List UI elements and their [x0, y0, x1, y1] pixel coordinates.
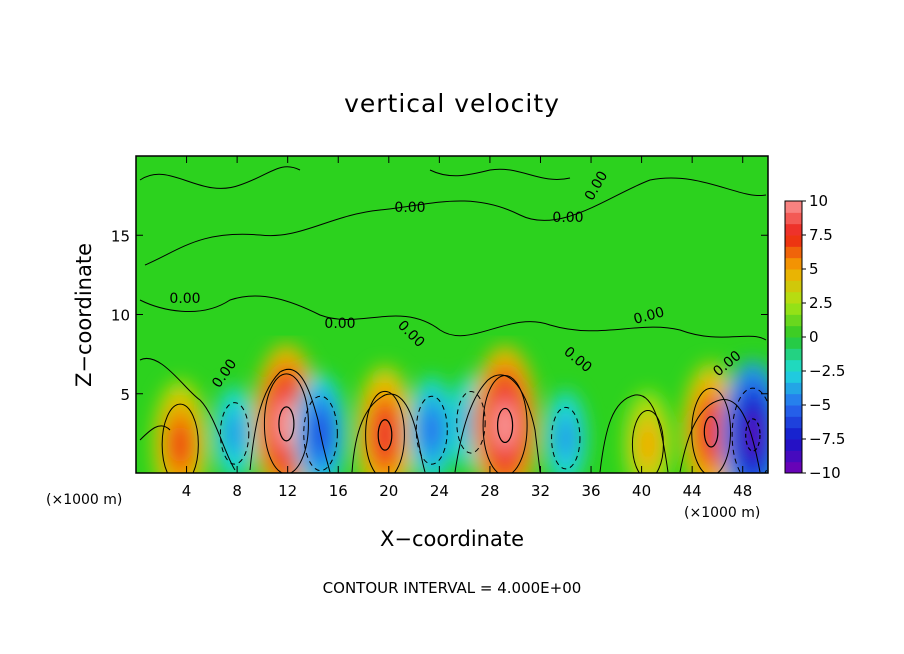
colorbar-block — [785, 246, 802, 259]
negative-contour — [551, 406, 581, 470]
colorbar-tick-label: 5 — [809, 260, 819, 278]
colorbar-block — [785, 359, 802, 372]
chart-title: vertical velocity — [344, 89, 560, 118]
colorbar-block — [785, 416, 802, 429]
x-tick-label: 8 — [232, 482, 242, 500]
colorbar-block — [785, 393, 802, 406]
positive-contour — [496, 407, 514, 444]
velocity-cell — [422, 412, 441, 449]
x-tick-label: 16 — [329, 482, 348, 500]
velocity-cell — [557, 421, 575, 455]
colorbar-block — [785, 450, 802, 463]
negative-contour — [303, 395, 338, 472]
x-tick-label: 44 — [683, 482, 702, 500]
colorbar-block — [785, 223, 802, 236]
positive-contour — [703, 415, 719, 448]
zero-contour — [429, 168, 571, 180]
velocity-cell — [170, 423, 191, 466]
x-tick-label: 12 — [278, 482, 297, 500]
zero-contour — [139, 166, 301, 189]
colorbar-tick-label: 10 — [809, 192, 828, 210]
colorbar-block — [785, 461, 802, 474]
colorbar: 10 7.5 5 2.5 0 −2.5 −5 −7.5 −10 — [784, 192, 845, 482]
plot-area: 0.000.000.000.00 0.000.00 0.000.000.000.00… — [111, 155, 769, 500]
x-tick-label: 40 — [632, 482, 651, 500]
colorbar-block — [785, 439, 802, 451]
contour-interval-note: CONTOUR INTERVAL = 4.000E+00 — [323, 579, 582, 597]
colorbar-block — [785, 427, 802, 440]
colorbar-tick-label: −5 — [809, 396, 831, 414]
contour-label: 0.00 — [169, 291, 200, 307]
negative-contour — [219, 402, 250, 465]
contour-label: 0.00 — [324, 316, 355, 332]
x-tick-label: 20 — [379, 482, 398, 500]
positive-contour — [263, 373, 309, 473]
colorbar-block — [785, 303, 802, 315]
contour-label: 0.00 — [552, 210, 583, 226]
x-tick-label: 28 — [480, 482, 499, 500]
colorbar-tick-label: −7.5 — [809, 430, 845, 448]
colorbar-block — [785, 201, 802, 213]
positive-contour — [691, 387, 732, 473]
colorbar-block — [785, 291, 802, 304]
colorbar-ticks: 10 7.5 5 2.5 0 −2.5 −5 −7.5 −10 — [802, 192, 845, 482]
velocity-cell — [639, 426, 657, 463]
colorbar-block — [785, 269, 802, 281]
colorbar-tick-label: −10 — [809, 464, 841, 482]
zero-contour — [351, 393, 426, 473]
zero-contour — [144, 177, 767, 266]
zero-contour — [599, 394, 669, 473]
x-axis-ticks: 4 8 12 16 20 24 28 32 36 40 44 48 — [182, 156, 752, 500]
contour-label: 0.00 — [394, 200, 425, 216]
colorbar-block — [785, 348, 802, 361]
y-axis-ticks: 5 10 15 — [111, 227, 768, 404]
positive-contour — [161, 403, 199, 473]
positive-contour — [365, 390, 405, 473]
zero-contour — [679, 399, 761, 473]
y-tick-label: 5 — [120, 386, 130, 404]
negative-contour — [731, 387, 768, 473]
velocity-cell — [226, 416, 243, 451]
contour-label: 0.00 — [632, 304, 666, 328]
colorbar-block — [785, 212, 802, 225]
zero-contour — [139, 295, 767, 341]
zero-contour — [139, 357, 236, 471]
negative-contour — [456, 390, 486, 454]
zero-contour — [454, 374, 541, 473]
colorbar-block — [785, 325, 802, 338]
x-tick-label: 24 — [430, 482, 449, 500]
colorbar-block — [785, 371, 802, 383]
colorbar-tick-label: 0 — [809, 328, 819, 346]
x-axis-label: X−coordinate — [380, 527, 524, 551]
y-axis-label: Z−coordinate — [72, 243, 96, 387]
positive-contour — [377, 419, 393, 451]
x-unit-left: (×1000 m) — [46, 492, 122, 508]
y-tick-label: 15 — [111, 227, 130, 245]
zero-contour — [249, 369, 331, 473]
x-tick-label: 4 — [182, 482, 192, 500]
x-tick-label: 32 — [531, 482, 550, 500]
colorbar-block — [785, 280, 802, 293]
colorbar-tick-label: 7.5 — [809, 226, 833, 244]
y-tick-label: 10 — [111, 307, 130, 325]
colorbar-blocks — [785, 201, 802, 474]
colorbar-tick-label: 2.5 — [809, 294, 833, 312]
x-tick-label: 36 — [581, 482, 600, 500]
colorbar-block — [785, 235, 802, 247]
zero-contour — [139, 425, 171, 441]
x-unit-right: (×1000 m) — [684, 505, 760, 521]
colorbar-block — [785, 405, 802, 417]
colorbar-block — [785, 337, 802, 349]
negative-contour — [745, 418, 761, 452]
negative-contour — [415, 395, 448, 465]
colorbar-tick-label: −2.5 — [809, 362, 845, 380]
x-tick-label: 48 — [733, 482, 752, 500]
colorbar-block — [785, 257, 802, 270]
positive-contour — [278, 406, 295, 442]
colorbar-block — [785, 382, 802, 395]
colorbar-block — [785, 314, 802, 327]
